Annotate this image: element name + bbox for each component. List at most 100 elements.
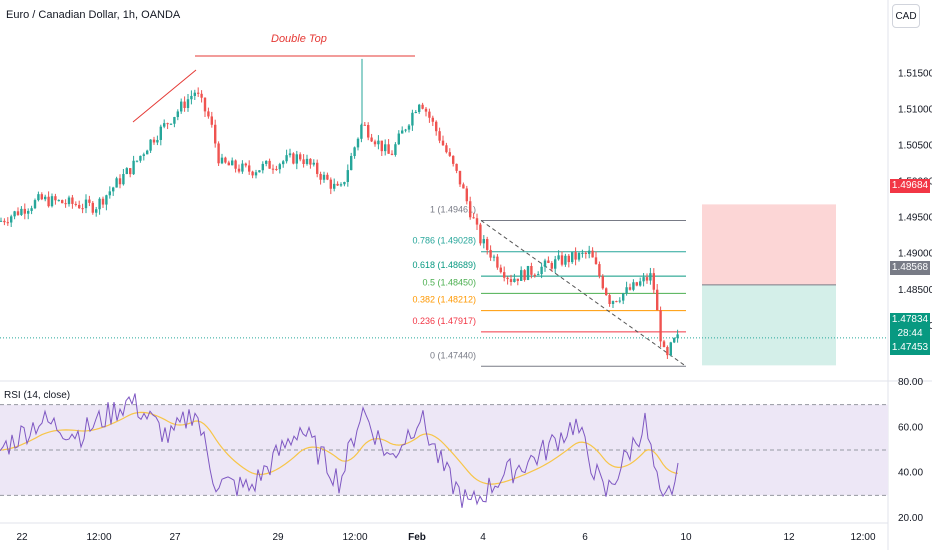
candle-body: [20, 208, 23, 215]
candle-body: [462, 184, 465, 189]
candle-body: [448, 152, 451, 156]
candle-body: [618, 300, 621, 302]
candle-body: [135, 160, 139, 162]
candle-body: [571, 252, 574, 263]
candle-body: [288, 153, 292, 156]
chart-title: Euro / Canadian Dollar, 1h, OANDA: [6, 9, 181, 21]
candle-body: [506, 277, 509, 280]
candle-body: [492, 256, 496, 258]
candle-body: [635, 282, 638, 286]
candle-body: [40, 194, 43, 200]
candle-body: [516, 278, 519, 281]
candle-body: [652, 273, 655, 290]
candle-body: [292, 153, 295, 164]
candle-body: [285, 155, 288, 162]
rsi-axis-label: 20.00: [898, 513, 923, 524]
candle-body: [74, 203, 77, 205]
candle-body: [224, 157, 227, 163]
candle-body: [496, 256, 499, 268]
candle-body: [397, 133, 400, 145]
take-profit-zone: [702, 284, 836, 366]
candle-body: [390, 153, 394, 155]
price-tick-label: 1.51000: [898, 104, 932, 115]
candle-body: [435, 121, 438, 132]
candle-body: [142, 154, 145, 156]
time-tick-label: 12:00: [86, 532, 111, 543]
candle-body: [540, 266, 543, 275]
time-tick-label: 12:00: [850, 532, 875, 543]
candle-body: [441, 140, 445, 146]
candle-body: [649, 273, 652, 281]
candle-body: [207, 111, 210, 117]
candle-body: [611, 301, 615, 305]
candle-body: [353, 147, 356, 157]
candle-body: [98, 198, 101, 210]
candle-body: [81, 208, 84, 210]
candle-body: [159, 126, 162, 140]
candle-body: [350, 156, 353, 171]
candle-body: [112, 187, 115, 192]
candle-body: [57, 200, 60, 202]
candle-body: [244, 163, 247, 166]
fib-level-label: 0.5 (1.48450): [422, 277, 476, 287]
candle-body: [299, 154, 302, 160]
candle-body: [438, 131, 441, 141]
candle-body: [360, 124, 363, 139]
candle-body: [237, 168, 241, 172]
candle-body: [486, 239, 489, 250]
candle-body: [322, 174, 326, 180]
candle-body: [282, 161, 285, 165]
price-tick-label: 1.50500: [898, 140, 932, 151]
candle-body: [333, 183, 336, 189]
candle-body: [268, 160, 271, 169]
currency-button[interactable]: CAD: [892, 4, 920, 28]
candle-body: [186, 99, 190, 108]
candle-body: [363, 124, 366, 126]
last-price-tag: 1.47834: [890, 313, 930, 327]
candle-body: [475, 218, 479, 225]
candle-body: [258, 170, 261, 173]
fib-level-label: 0.236 (1.47917): [412, 316, 476, 326]
candle-body: [560, 255, 564, 265]
candle-body: [295, 154, 298, 164]
candle-body: [659, 310, 662, 342]
candle-body: [197, 92, 200, 94]
candle-body: [588, 250, 591, 254]
candle-body: [577, 252, 581, 260]
candle-body: [163, 123, 166, 127]
candle-body: [193, 92, 196, 96]
candle-body: [132, 160, 135, 175]
candle-body: [594, 257, 598, 265]
candle-body: [557, 255, 560, 260]
candle-body: [248, 165, 251, 172]
candle-body: [421, 104, 424, 109]
candle-body: [129, 168, 132, 175]
candle-body: [547, 260, 550, 263]
time-tick-label: Feb: [408, 532, 426, 543]
candle-body: [394, 144, 397, 155]
time-tick-label: 4: [480, 532, 486, 543]
candle-body: [156, 139, 159, 143]
candle-body: [509, 279, 513, 282]
candle-body: [469, 201, 472, 218]
candle-body: [200, 93, 203, 98]
candle-body: [139, 155, 142, 161]
candle-body: [584, 252, 587, 254]
time-tick-label: 12: [783, 532, 795, 543]
fib-level-label: 0.382 (1.48212): [412, 295, 476, 305]
candle-body: [622, 293, 625, 301]
candle-body: [384, 144, 387, 152]
candle-body: [526, 266, 530, 280]
price-tick-label: 1.49500: [898, 213, 932, 224]
rsi-moving-average: [0, 411, 679, 485]
candle-body: [309, 158, 312, 165]
time-tick-label: 10: [680, 532, 692, 543]
candle-body: [220, 157, 224, 164]
fib-level-label: 1 (1.49461): [430, 204, 476, 214]
candle-body: [645, 277, 649, 281]
candle-body: [254, 172, 258, 176]
candle-body: [166, 123, 169, 125]
candle-body: [387, 144, 390, 154]
candle-body: [30, 208, 33, 211]
